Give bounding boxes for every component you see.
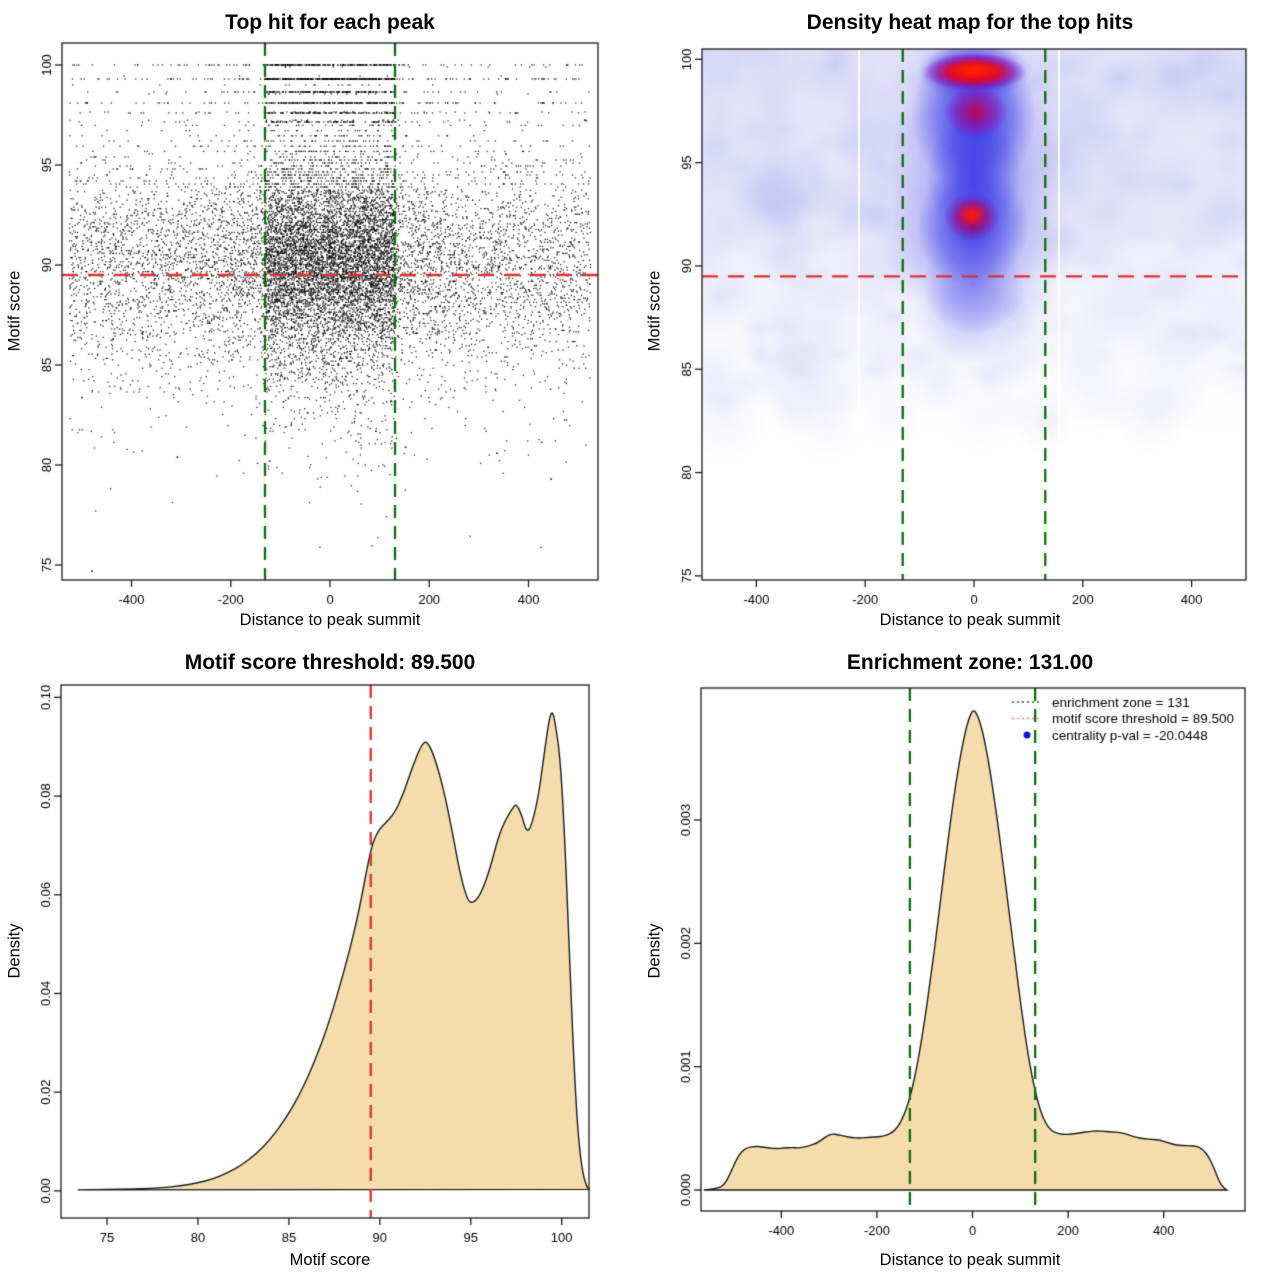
motif-score-density-plot xyxy=(0,640,640,1280)
density-heatmap-plot xyxy=(640,0,1280,640)
panel-top-hit-scatter: Top hit for each peak Distance to peak s… xyxy=(0,0,640,640)
chart-title: Enrichment zone: 131.00 xyxy=(846,651,1094,674)
x-axis-label: Distance to peak summit xyxy=(879,611,1061,629)
x-axis-label: Distance to peak summit xyxy=(239,611,421,629)
chart-title: Motif score threshold: 89.500 xyxy=(184,651,476,674)
chart-title: Top hit for each peak xyxy=(225,11,435,34)
y-axis-label: Density xyxy=(5,923,24,979)
panel-density-heatmap: Density heat map for the top hits Distan… xyxy=(640,0,1280,640)
panel-motif-score-density: Motif score threshold: 89.500 Motif scor… xyxy=(0,640,640,1280)
enrichment-zone-density-plot xyxy=(640,640,1280,1280)
chart-title: Density heat map for the top hits xyxy=(806,11,1134,34)
panel-enrichment-zone-density: Enrichment zone: 131.00 Distance to peak… xyxy=(640,640,1280,1280)
y-axis-label: Motif score xyxy=(5,270,24,352)
y-axis-label: Motif score xyxy=(645,270,664,352)
top-hit-scatter-plot xyxy=(0,0,640,640)
x-axis-label: Distance to peak summit xyxy=(879,1251,1061,1269)
x-axis-label: Motif score xyxy=(289,1251,371,1269)
y-axis-label: Density xyxy=(645,923,664,979)
